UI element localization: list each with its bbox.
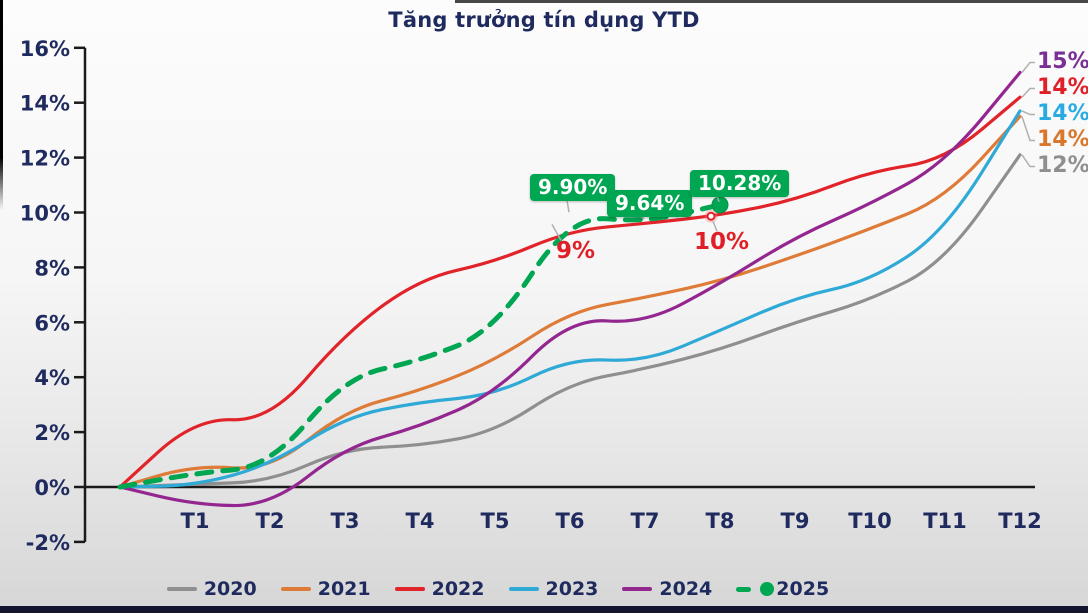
x-axis-tick-label: T4	[406, 509, 435, 533]
legend-label: 2024	[659, 578, 713, 600]
series-line-2023	[118, 109, 1022, 489]
legend-item-2023: 2023	[508, 578, 599, 600]
legend-label: 2021	[317, 578, 371, 600]
y-axis-tick-label: -2%	[26, 531, 70, 555]
legend-swatch	[622, 587, 653, 591]
legend-label: 2023	[545, 578, 599, 600]
series-lines	[117, 70, 1022, 508]
y-axis-tick-label: 2%	[34, 421, 70, 445]
video-left-edge	[0, 0, 3, 210]
chart-legend: 2020 2021 2022 2023 2024 2025	[0, 578, 1088, 600]
legend-item-2024: 2024	[622, 578, 712, 600]
x-axis-tick-label: T5	[481, 509, 510, 533]
x-axis-tick-label: T11	[923, 509, 967, 533]
legend-item-2022: 2022	[394, 578, 485, 600]
x-axis-tick-label: T3	[331, 509, 360, 533]
y-axis-tick-label: 6%	[34, 311, 70, 335]
series-line-2024	[118, 70, 1022, 508]
y-axis-tick-label: 16%	[20, 37, 70, 61]
chart-title: Tăng trưởng tín dụng YTD	[388, 8, 700, 32]
legend-label: 2022	[431, 578, 485, 600]
legend-swatch	[394, 587, 425, 591]
series-line-2020	[118, 153, 1022, 489]
y-axis-tick-label: 8%	[34, 256, 70, 280]
x-axis-tick-label: T1	[181, 509, 210, 533]
legend-label: 2020	[203, 578, 257, 600]
y-axis-tick-label: 4%	[34, 366, 70, 390]
data-point-marker-2022	[706, 211, 716, 221]
x-axis-tick-label: T2	[256, 509, 285, 533]
x-axis-tick-label: T7	[631, 509, 660, 533]
legend-dot-swatch	[760, 582, 775, 596]
bottom-bar	[0, 606, 1088, 613]
x-axis-tick-label: T12	[998, 509, 1042, 533]
markers	[704, 196, 729, 223]
y-axis-tick-label: 12%	[20, 147, 70, 171]
legend-swatch	[508, 587, 539, 591]
series-line-2021	[118, 114, 1022, 489]
legend-label: 2025	[776, 578, 830, 600]
legend-swatch	[166, 587, 197, 591]
y-axis-tick-label: 14%	[20, 92, 70, 116]
y-axis-tick-label: 10%	[20, 202, 70, 226]
legend-dash-swatch	[736, 586, 752, 592]
legend-item-2021: 2021	[280, 578, 371, 600]
legend-item-2025: 2025	[736, 578, 829, 600]
video-top-edge	[455, 0, 1088, 3]
series-line-2025	[117, 202, 723, 490]
y-axis-tick-label: 0%	[34, 476, 70, 500]
legend-item-2020: 2020	[166, 578, 257, 600]
series-line-2022	[118, 95, 1022, 489]
end-label-leaders	[1021, 61, 1035, 168]
axes: 16% 14% 12% 10% 8% 6% 4% 2% 0% -2% T1 T2 T3 T4 T5 T6 T7 T…	[20, 37, 1042, 555]
x-axis-tick-label: T6	[556, 509, 585, 533]
x-axis-tick-label: T10	[848, 509, 892, 533]
data-point-marker-2025	[711, 196, 729, 214]
x-axis-tick-label: T9	[781, 509, 810, 533]
x-axis-tick-label: T8	[706, 509, 735, 533]
legend-swatch	[280, 587, 311, 591]
